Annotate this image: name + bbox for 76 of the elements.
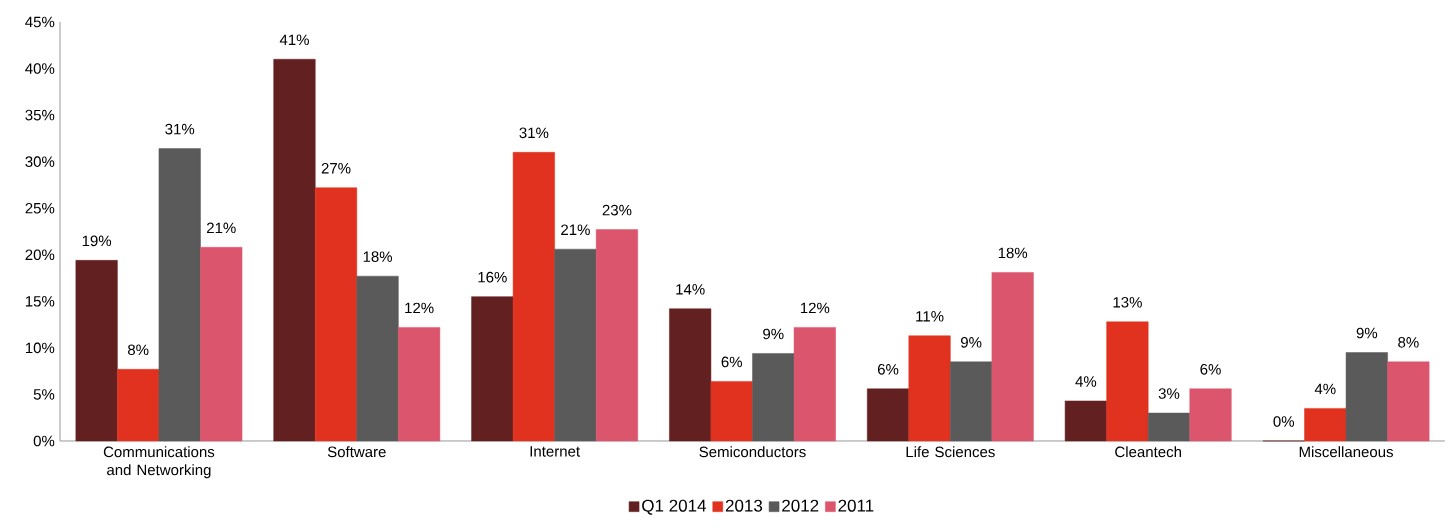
data-label: 12% [405,302,434,314]
bar [471,296,514,442]
data-label: 4% [1075,376,1097,387]
data-label: 16% [478,271,507,283]
bar [200,247,243,442]
data-label: 21% [561,224,590,235]
x-tick-label: Life Sciences [906,446,995,458]
x-tick-label: Communications and Networking [103,446,215,479]
bar [950,361,993,442]
data-label: 4% [1314,383,1336,395]
bar [1189,388,1232,442]
data-label: 6% [877,364,899,375]
legend-label: 2012 [782,499,819,512]
bar [314,187,358,442]
data-label: 21% [207,222,236,234]
bar [398,327,441,442]
y-tick-label: 15% [25,296,55,307]
data-label: 9% [1356,327,1378,339]
data-label: 9% [960,337,982,348]
bar [1106,321,1149,442]
data-label: 3% [1158,388,1180,399]
legend-label: 2011 [838,499,874,512]
bar [752,353,795,442]
data-label: 27% [321,162,351,174]
y-tick-label: 40% [25,63,55,74]
bar [1304,408,1347,442]
bar [512,152,555,442]
y-tick-label: 35% [25,109,55,121]
bar [908,335,951,442]
data-label: 6% [721,356,743,368]
y-tick-label: 25% [25,202,55,214]
data-label: 41% [279,34,309,46]
x-tick-label: Internet [530,446,580,457]
data-label: 6% [1200,364,1221,375]
data-label: 23% [602,204,632,216]
data-label: 0% [1273,416,1295,427]
y-tick-label: 0% [33,435,55,447]
bar [1064,400,1107,442]
legend-label: Q1 2014 [642,499,707,515]
bar [595,229,638,442]
bar [117,369,160,442]
y-tick-label: 20% [25,249,55,261]
y-tick-label: 5% [33,389,55,400]
bar [793,327,836,442]
bar [158,148,201,442]
y-tick-label: 30% [25,156,55,167]
bar [669,308,712,442]
bar [273,58,316,442]
y-tick-label: 45% [25,16,55,28]
bar [554,248,597,442]
data-label: 14% [676,284,705,295]
y-tick-label: 10% [25,342,55,354]
x-tick-label: Cleantech [1115,446,1181,458]
bar [1387,361,1430,442]
data-label: 8% [1398,337,1419,348]
data-label: 31% [519,127,549,139]
bar [356,275,399,442]
x-tick-label: Semiconductors [699,446,806,458]
x-tick-label: Software [327,446,386,458]
data-label: 12% [800,302,830,314]
bar [710,381,753,442]
data-label: 31% [165,123,195,135]
data-label: 13% [1113,296,1142,308]
bar [1147,412,1190,442]
data-label: 18% [998,247,1028,259]
data-label: 8% [127,344,149,356]
data-label: 9% [763,328,784,340]
bar [1345,352,1388,442]
x-tick-label: Miscellaneous [1299,446,1394,458]
bar [991,272,1034,442]
data-label: 18% [363,251,393,262]
legend-label: 2013 [725,499,763,512]
bar [75,260,118,442]
data-label: 11% [916,311,944,322]
data-label: 19% [82,235,112,247]
bar [867,388,910,442]
